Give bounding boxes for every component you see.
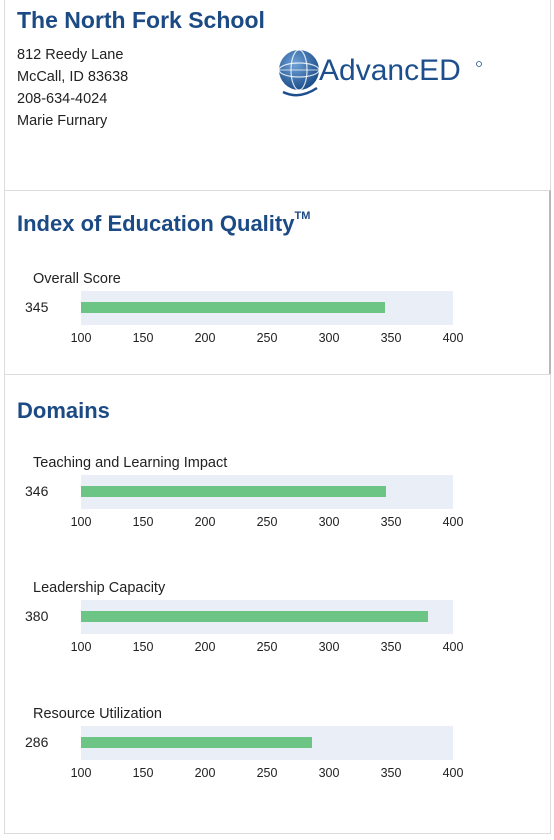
tick-label: 250 xyxy=(256,331,278,345)
tick-label: 300 xyxy=(318,766,340,780)
tick-label: 200 xyxy=(194,515,216,529)
tick-label: 300 xyxy=(318,331,340,345)
bar-track xyxy=(81,726,453,760)
metric-score: 286 xyxy=(25,734,49,750)
metric-score: 345 xyxy=(25,299,49,315)
domains-panel: Domains Teaching and Learning Impact 346 1… xyxy=(4,374,551,834)
tick-label: 350 xyxy=(380,640,402,654)
tick-label: 250 xyxy=(256,766,278,780)
school-name: The North Fork School xyxy=(17,7,265,33)
axis-ticks: 100 150 200 250 300 350 400 xyxy=(71,766,464,782)
tick-label: 300 xyxy=(318,640,340,654)
phone-number: 208-634-4024 xyxy=(17,91,108,107)
bar-track xyxy=(81,291,453,325)
school-address: 812 Reedy Lane McCall, ID 83638 208-634-… xyxy=(17,44,128,132)
tick-label: 350 xyxy=(380,766,402,780)
axis-ticks: 100 150 200 250 300 350 400 xyxy=(71,331,464,347)
metric-label: Overall Score xyxy=(33,271,121,287)
index-panel: Index of Education QualityTM Overall Sco… xyxy=(4,190,551,375)
address-line-1: 812 Reedy Lane xyxy=(17,47,124,63)
tick-label: 200 xyxy=(194,640,216,654)
tick-label: 100 xyxy=(70,766,92,780)
tick-label: 400 xyxy=(442,640,464,654)
tick-label: 400 xyxy=(442,515,464,529)
tick-label: 100 xyxy=(70,515,92,529)
metric-label: Teaching and Learning Impact xyxy=(33,455,228,471)
tick-label: 300 xyxy=(318,515,340,529)
metric-label: Resource Utilization xyxy=(33,706,162,722)
domains-section-title: Domains xyxy=(17,398,110,423)
tick-label: 250 xyxy=(256,515,278,529)
metric-label: Leadership Capacity xyxy=(33,580,166,596)
axis-ticks: 100 150 200 250 300 350 400 xyxy=(71,515,464,531)
metric-score: 380 xyxy=(25,608,49,624)
tick-label: 400 xyxy=(442,331,464,345)
tick-label: 150 xyxy=(132,766,154,780)
score-bar xyxy=(81,611,429,622)
tick-label: 250 xyxy=(256,640,278,654)
tick-label: 150 xyxy=(132,331,154,345)
school-info-panel: The North Fork School 812 Reedy Lane McC… xyxy=(4,0,551,191)
address-line-2: McCall, ID 83638 xyxy=(17,69,129,85)
tick-label: 100 xyxy=(70,331,92,345)
index-section-title: Index of Education QualityTM xyxy=(17,209,311,237)
logo-wordmark: AdvancED xyxy=(319,54,461,87)
globe-icon: AdvancED xyxy=(278,45,482,97)
tick-label: 100 xyxy=(70,640,92,654)
index-title-text: Index of Education Quality xyxy=(17,211,295,236)
overall-score-chart: Overall Score 345 100 150 200 250 300 350 400 xyxy=(5,271,549,371)
contact-name: Marie Furnary xyxy=(17,113,108,129)
tick-label: 350 xyxy=(380,331,402,345)
resource-utilization-chart: Resource Utilization 286 100 150 200 250 300 35… xyxy=(5,706,550,806)
tick-label: 150 xyxy=(132,515,154,529)
leadership-capacity-chart: Leadership Capacity 380 100 150 200 250 300 350… xyxy=(5,580,550,680)
teaching-learning-chart: Teaching and Learning Impact 346 100 150 200… xyxy=(5,455,550,555)
trademark-mark: TM xyxy=(294,209,311,222)
score-bar xyxy=(81,302,385,313)
tick-label: 200 xyxy=(194,766,216,780)
tick-label: 350 xyxy=(380,515,402,529)
tick-label: 200 xyxy=(194,331,216,345)
bar-track xyxy=(81,600,453,634)
metric-score: 346 xyxy=(25,483,49,499)
tick-label: 400 xyxy=(442,766,464,780)
bar-track xyxy=(81,475,453,509)
score-bar xyxy=(81,486,387,497)
tick-label: 150 xyxy=(132,640,154,654)
axis-ticks: 100 150 200 250 300 350 400 xyxy=(71,640,464,656)
advanced-logo: AdvancED xyxy=(273,40,485,108)
score-bar xyxy=(81,737,312,748)
